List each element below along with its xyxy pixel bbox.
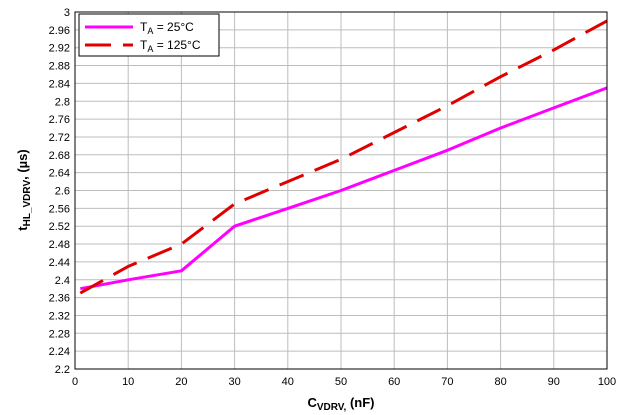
y-tick-label: 2.4 [55, 275, 70, 287]
legend-label-25c-main: T [140, 20, 148, 34]
x-axis-title: CVDRV, (nF) [307, 395, 374, 413]
y-tick-label: 2.72 [49, 132, 70, 144]
y-tick-label: 2.92 [49, 43, 70, 55]
x-tick-label: 90 [548, 376, 560, 388]
x-tick-label: 40 [282, 376, 294, 388]
x-axis-title-unit: (nF) [346, 395, 374, 410]
x-tick-label: 10 [122, 376, 134, 388]
legend-box [78, 13, 220, 57]
legend-label-125c: TA = 125°C [140, 38, 201, 54]
y-tick-label: 2.44 [49, 257, 70, 269]
y-tick-label: 2.48 [49, 239, 70, 251]
y-tick-label: 2.36 [49, 293, 70, 305]
y-tick-labels: 2.2 2.24 2.28 2.32 2.36 2.4 2.44 2.48 2.52 2.56 2.… [49, 7, 70, 376]
x-axis-title-sub: VDRV, [317, 402, 347, 413]
x-tick-labels: 0 10 20 30 40 50 60 70 80 90 100 [72, 376, 616, 388]
y-tick-label: 2.32 [49, 310, 70, 322]
legend-label-25c: TA = 25°C [140, 20, 194, 36]
y-tick-label: 2.24 [49, 346, 70, 358]
grid [75, 12, 607, 369]
x-tick-label: 70 [441, 376, 453, 388]
y-tick-label: 2.2 [55, 364, 70, 376]
y-axis-title-main: t [15, 226, 30, 231]
y-tick-label: 2.6 [55, 186, 70, 198]
legend-label-125c-main: T [140, 38, 148, 52]
y-tick-label: 2.56 [49, 203, 70, 215]
x-tick-label: 60 [388, 376, 400, 388]
x-tick-label: 80 [494, 376, 506, 388]
y-axis-title: tHL_VDRV, (µs) [15, 149, 33, 230]
y-tick-label: 2.96 [49, 25, 70, 37]
y-axis-title-unit: , (µs) [15, 149, 30, 180]
y-tick-label: 2.84 [49, 78, 70, 90]
y-tick-label: 2.28 [49, 328, 70, 340]
y-tick-label: 2.52 [49, 221, 70, 233]
y-tick-label: 2.76 [49, 114, 70, 126]
legend-label-25c-sub: A [147, 26, 153, 36]
legend-label-125c-rest: = 125°C [153, 38, 200, 52]
series-layer [79, 19, 608, 295]
legend-label-25c-rest: = 25°C [153, 20, 194, 34]
x-axis-title-main: C [307, 395, 317, 410]
x-tick-label: 20 [175, 376, 187, 388]
x-tick-label: 30 [228, 376, 240, 388]
legend-label-125c-sub: A [147, 44, 153, 54]
x-tick-label: 0 [72, 376, 78, 388]
plot-frame [74, 11, 608, 370]
series-line-1 [79, 19, 608, 295]
y-tick-label: 2.88 [49, 61, 70, 73]
y-tick-label: 2.68 [49, 150, 70, 162]
y-axis-title-sub: HL_VDRV [22, 180, 33, 227]
x-tick-label: 100 [598, 376, 616, 388]
y-tick-label: 3 [64, 7, 70, 19]
series-line-0 [80, 86, 608, 291]
legend: TA = 25°C TA = 125°C [78, 13, 220, 57]
y-tick-label: 2.8 [55, 96, 70, 108]
x-tick-label: 50 [335, 376, 347, 388]
y-tick-label: 2.64 [49, 168, 70, 180]
